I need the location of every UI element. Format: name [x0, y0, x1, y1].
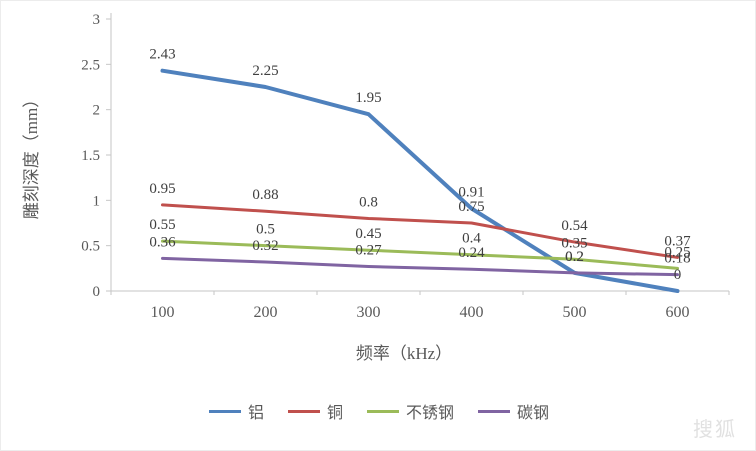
series-line-3: [161, 256, 679, 277]
data-label: 0.91: [458, 184, 484, 200]
data-label: 0.88: [252, 187, 278, 203]
data-label: 0.2: [565, 249, 584, 265]
legend-label: 铝: [247, 405, 264, 422]
series-line-1: [161, 203, 679, 259]
x-tick-label: 500: [563, 304, 587, 321]
y-tick-label: 0: [93, 284, 101, 300]
data-label: 0.32: [252, 238, 278, 254]
legend-item-0: 铝: [208, 399, 264, 423]
series-line-2: [161, 239, 679, 270]
data-label: 0.95: [149, 181, 175, 197]
legend-line-swatch: [208, 409, 241, 413]
legend-item-1: 铜: [287, 399, 343, 423]
watermark: 搜狐: [693, 419, 737, 441]
y-tick-label: 0.5: [81, 239, 100, 255]
data-label: 1.95: [355, 90, 381, 106]
data-label: 0.45: [355, 226, 381, 242]
x-tick-label: 600: [666, 304, 690, 321]
legend-line-swatch: [478, 409, 511, 413]
data-label: 0.2: [565, 249, 584, 265]
data-label: 2.25: [252, 63, 278, 79]
legend-item-2: 不锈钢: [367, 399, 454, 423]
x-tick-label: 300: [357, 304, 381, 321]
data-label: 0: [674, 267, 682, 283]
data-label: 0.4: [462, 231, 481, 247]
y-tick-label: 1: [93, 193, 101, 209]
data-label: 0.55: [149, 217, 175, 233]
data-label: 0.75: [458, 199, 484, 215]
y-tick-label: 1.5: [81, 148, 100, 164]
y-axis-title: 雕刻深度（mm）: [22, 91, 41, 219]
data-label: 0.54: [561, 218, 588, 234]
x-axis-title: 频率（kHz）: [356, 344, 452, 363]
data-label: 2.43: [149, 47, 175, 63]
data-label: 0.5: [256, 222, 275, 238]
data-label: 0.8: [359, 194, 378, 210]
data-label: 0.35: [561, 235, 587, 251]
legend-item-3: 碳钢: [478, 399, 549, 423]
data-label: 0.24: [458, 245, 485, 261]
y-tick-label: 2.5: [81, 57, 100, 73]
legend-label: 不锈钢: [406, 405, 455, 422]
series-line-0: [160, 68, 680, 293]
data-label: 0.37: [664, 233, 691, 249]
legend-label: 铜: [326, 405, 343, 422]
x-tick-label: 400: [460, 304, 484, 321]
chart-legend: 铝 铜 不锈钢 碳钢: [1, 399, 756, 423]
data-label: 0.27: [355, 243, 382, 259]
legend-label: 碳钢: [517, 405, 550, 422]
chart-plot-area: 0 0.5 1 1.5 2 2.5 3 100 200 300 400 500 600 频率（kHz） 雕刻…: [22, 12, 730, 363]
y-tick-label: 3: [93, 12, 101, 28]
x-tick-label: 100: [151, 304, 175, 321]
data-label: 0.18: [664, 251, 690, 267]
legend-line-swatch: [287, 409, 320, 413]
data-label: 0.36: [149, 234, 176, 250]
legend-line-swatch: [367, 409, 399, 413]
data-label: 0.25: [664, 244, 690, 260]
y-tick-label: 2: [93, 103, 101, 119]
x-tick-label: 200: [254, 304, 278, 321]
